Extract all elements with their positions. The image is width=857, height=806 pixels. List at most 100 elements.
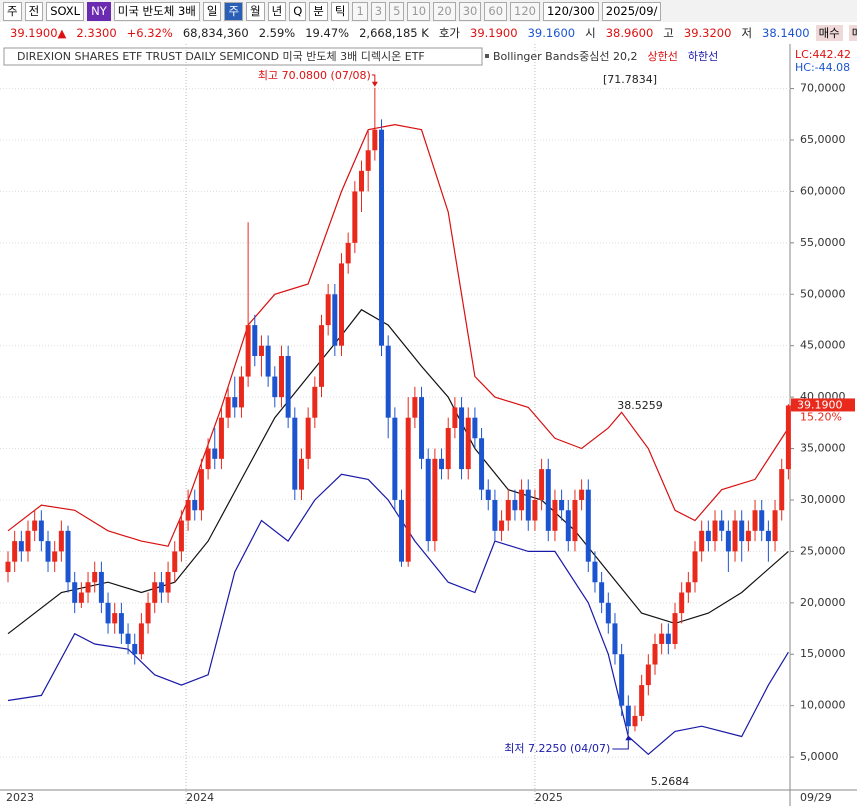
toolbar-button[interactable]: 일 [202,1,222,21]
quote-field: 39.1900 [470,26,518,40]
candle-body [285,355,291,418]
candle-body [385,345,391,418]
chart: DIREXION SHARES ETF TRUST DAILY SEMICOND… [0,44,857,806]
candle-body [472,417,478,439]
toolbar-button[interactable]: NY [87,1,111,21]
y-tick-label: 65,0000 [800,133,846,146]
candle-body [499,520,505,531]
candle-body [539,469,545,500]
candle-body [552,499,558,531]
candle-body [765,530,771,542]
toolbar: 주 전 SOXL NY 미국 반도체 3배 일 주 월 년 Q 분 틱 1 3 5 10 20 30 60 120 12… [0,0,857,23]
candle-body [445,427,451,470]
candle-body [512,499,518,511]
candle-body [365,150,371,171]
toolbar-button[interactable]: 월 [246,1,265,21]
quote-field[interactable]: 매수 [815,25,843,41]
candle-body [332,294,338,346]
quote-field: 38.1400 [762,26,810,40]
candle-body [592,561,598,583]
candle-body [619,654,625,706]
candle-body [325,294,331,326]
toolbar-button[interactable]: 120 [510,1,540,21]
high-arrow [371,74,376,85]
quote-field: 호가 [438,26,460,40]
candle-body [25,530,31,552]
candle-body [405,417,411,562]
candle-body [565,510,571,542]
candle-body [32,520,38,531]
candle-body [639,685,645,716]
toolbar-button[interactable]: 미국 반도체 3배 [113,1,200,21]
toolbar-button[interactable]: 60 [484,1,508,21]
candle-body [152,582,158,603]
candle-body [212,448,218,459]
band-line [7,123,789,547]
toolbar-button[interactable]: 틱 [330,1,350,21]
high-arrow-head [371,81,378,87]
value-annotation: 5.2684 [651,775,690,788]
toolbar-button[interactable]: 120/300 [542,1,599,21]
candle-body [519,489,525,511]
candle-body [652,643,658,665]
candle-body [785,405,791,470]
y-tick-label: 15,0000 [800,647,846,660]
toolbar-button[interactable]: 주 [224,1,244,21]
candle-body [205,448,211,470]
candle-body [685,582,691,593]
candle-body [632,715,638,727]
candle-body [439,458,445,470]
toolbar-button[interactable]: 분 [309,1,328,21]
candle-body [692,551,698,583]
low-annotation: 최저 7.2250 (04/07) [504,742,610,755]
candle-body [138,623,144,655]
candle-body [352,191,358,243]
quote-field: 시 [585,26,596,40]
toolbar-button[interactable]: 30 [458,1,482,21]
chart-title: DIREXION SHARES ETF TRUST DAILY SEMICOND… [17,50,425,63]
toolbar-button[interactable]: SOXL [46,1,85,21]
candle-body [292,417,298,490]
toolbar-button[interactable]: 2025/09/ [601,1,662,21]
toolbar-button[interactable]: 년 [267,1,287,21]
candle-body [665,633,671,644]
toolbar-button[interactable]: Q [289,1,307,21]
toolbar-button[interactable]: 주 [3,1,22,21]
last-price-change: 15.20% [800,410,842,423]
quote-field: 39.1600 [527,26,576,40]
low-arrow [612,737,629,750]
candle-body [659,633,665,644]
candle-body [272,376,278,398]
candle-body [178,520,184,552]
candle-body [379,129,385,346]
candle-body [185,499,191,521]
quote-field[interactable]: 매도 [848,25,857,41]
quote-bar: 39.1900▲ 2.3300 +6.32% 68,834,360 2.59% 19.47… [0,22,857,45]
candle-body [612,623,618,655]
candle-body [479,438,485,490]
candle-body [572,499,578,542]
toolbar-button[interactable]: 전 [24,1,44,21]
toolbar-button[interactable]: 1 [352,1,368,21]
toolbar-button[interactable]: 5 [389,1,405,21]
candle-body [752,510,758,531]
quote-field: 39.3200 [683,26,732,40]
x-last-date: 09/29 [800,791,832,804]
toolbar-button[interactable]: 3 [370,1,387,21]
quote-field: 38.9600 [605,26,654,40]
candle-body [625,705,631,727]
candle-body [459,407,465,470]
candle-body [98,571,104,603]
candle-body [238,376,244,408]
y-tick-label: 70,0000 [800,82,846,95]
candle-body [92,571,98,583]
low-arrow-head [625,735,632,741]
candle-body [772,510,778,542]
toolbar-button[interactable]: 10 [407,1,431,21]
last-price-box [791,398,855,412]
quote-field: 19.47% [305,26,350,40]
candle-body [759,510,765,531]
candle-body [78,592,84,603]
toolbar-button[interactable]: 20 [433,1,456,21]
